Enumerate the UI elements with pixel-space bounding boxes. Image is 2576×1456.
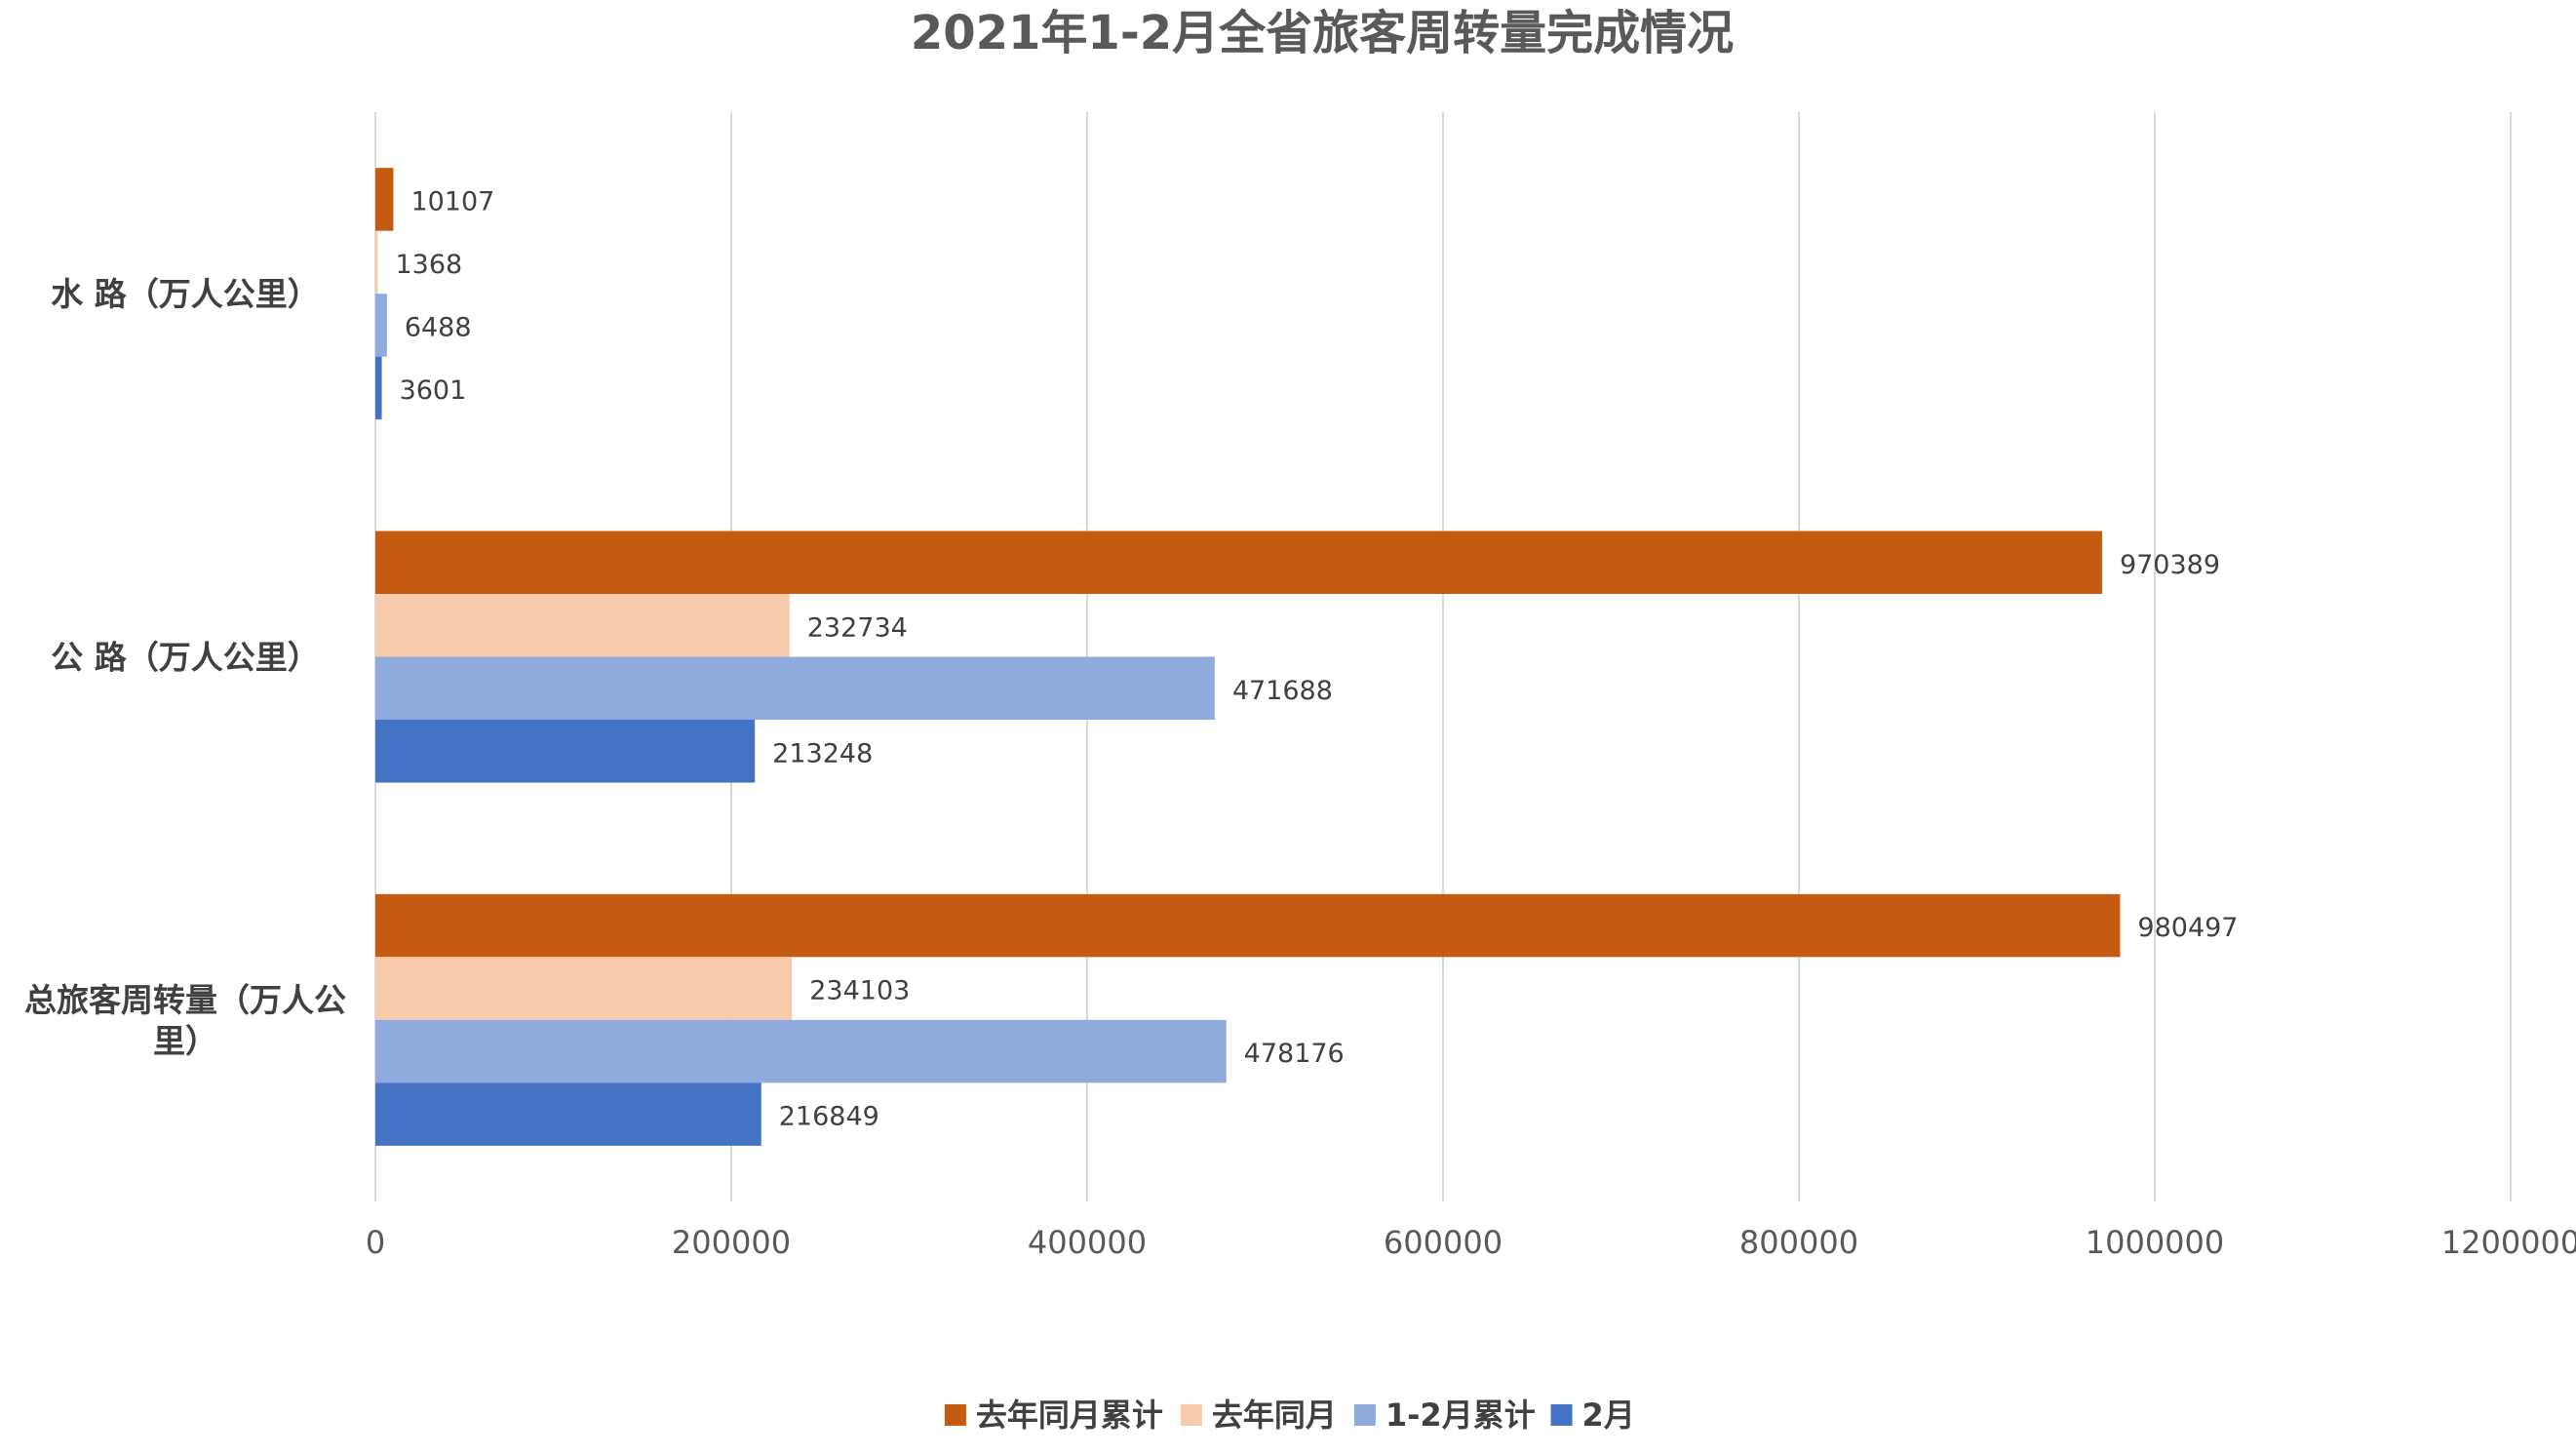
data-label: 213248 xyxy=(772,738,873,768)
x-tick-label: 200000 xyxy=(672,1224,791,1261)
x-tick-label: 600000 xyxy=(1384,1224,1503,1261)
data-label: 3601 xyxy=(400,375,467,406)
data-label: 216849 xyxy=(779,1102,879,1132)
bar xyxy=(375,893,2121,958)
x-tick-label: 1000000 xyxy=(2086,1224,2225,1261)
bar xyxy=(375,230,378,295)
bar xyxy=(375,356,382,420)
bar xyxy=(375,957,793,1020)
category-labels: 水 路（万人公里） 公 路（万人公里） 总旅客周转量（万人公里） xyxy=(24,275,346,1060)
data-label: 6488 xyxy=(405,312,472,342)
bar xyxy=(375,1019,1227,1083)
data-label: 478176 xyxy=(1244,1039,1345,1069)
legend-swatch xyxy=(1550,1404,1573,1426)
x-tick-label: 800000 xyxy=(1739,1224,1858,1261)
data-label: 1368 xyxy=(395,250,462,280)
category-label: 里） xyxy=(153,1022,217,1060)
data-label: 980497 xyxy=(2137,913,2238,943)
x-tick-label: 1200000 xyxy=(2441,1224,2576,1261)
category-label: 公 路（万人公里） xyxy=(51,639,320,677)
data-label: 10107 xyxy=(410,186,494,216)
data-label: 232734 xyxy=(807,612,908,643)
legend-label: 2月 xyxy=(1582,1397,1635,1434)
category-label: 总旅客周转量（万人公 xyxy=(24,981,346,1019)
x-tick-label: 0 xyxy=(366,1224,385,1261)
legend-label: 去年同月 xyxy=(1212,1397,1337,1434)
chart-title: 2021年1-2月全省旅客周转量完成情况 xyxy=(911,6,1734,60)
legend-label: 1-2月累计 xyxy=(1386,1397,1536,1434)
data-label: 234103 xyxy=(809,976,910,1006)
legend: 去年同月累计 去年同月 1-2月累计 2月 xyxy=(944,1397,1635,1434)
bar xyxy=(375,1082,761,1146)
x-tick-label: 400000 xyxy=(1028,1224,1147,1261)
bar xyxy=(375,594,790,657)
data-label: 471688 xyxy=(1232,676,1333,706)
data-label: 970389 xyxy=(2120,550,2220,580)
legend-label: 去年同月累计 xyxy=(976,1397,1163,1434)
legend-swatch xyxy=(1353,1404,1376,1426)
legend-swatch xyxy=(1180,1404,1202,1426)
x-tick-labels: 0 200000 400000 600000 800000 1000000 1200000 xyxy=(366,1224,2576,1261)
legend-swatch xyxy=(944,1404,966,1426)
bars: 10107 1368 6488 3601 970389 232734 471688 21324… xyxy=(375,168,2238,1146)
bar xyxy=(375,720,756,783)
bar xyxy=(375,531,2102,594)
category-label: 水 路（万人公里） xyxy=(51,275,320,313)
bar xyxy=(375,294,387,357)
bar xyxy=(375,168,394,231)
bar xyxy=(375,656,1215,720)
